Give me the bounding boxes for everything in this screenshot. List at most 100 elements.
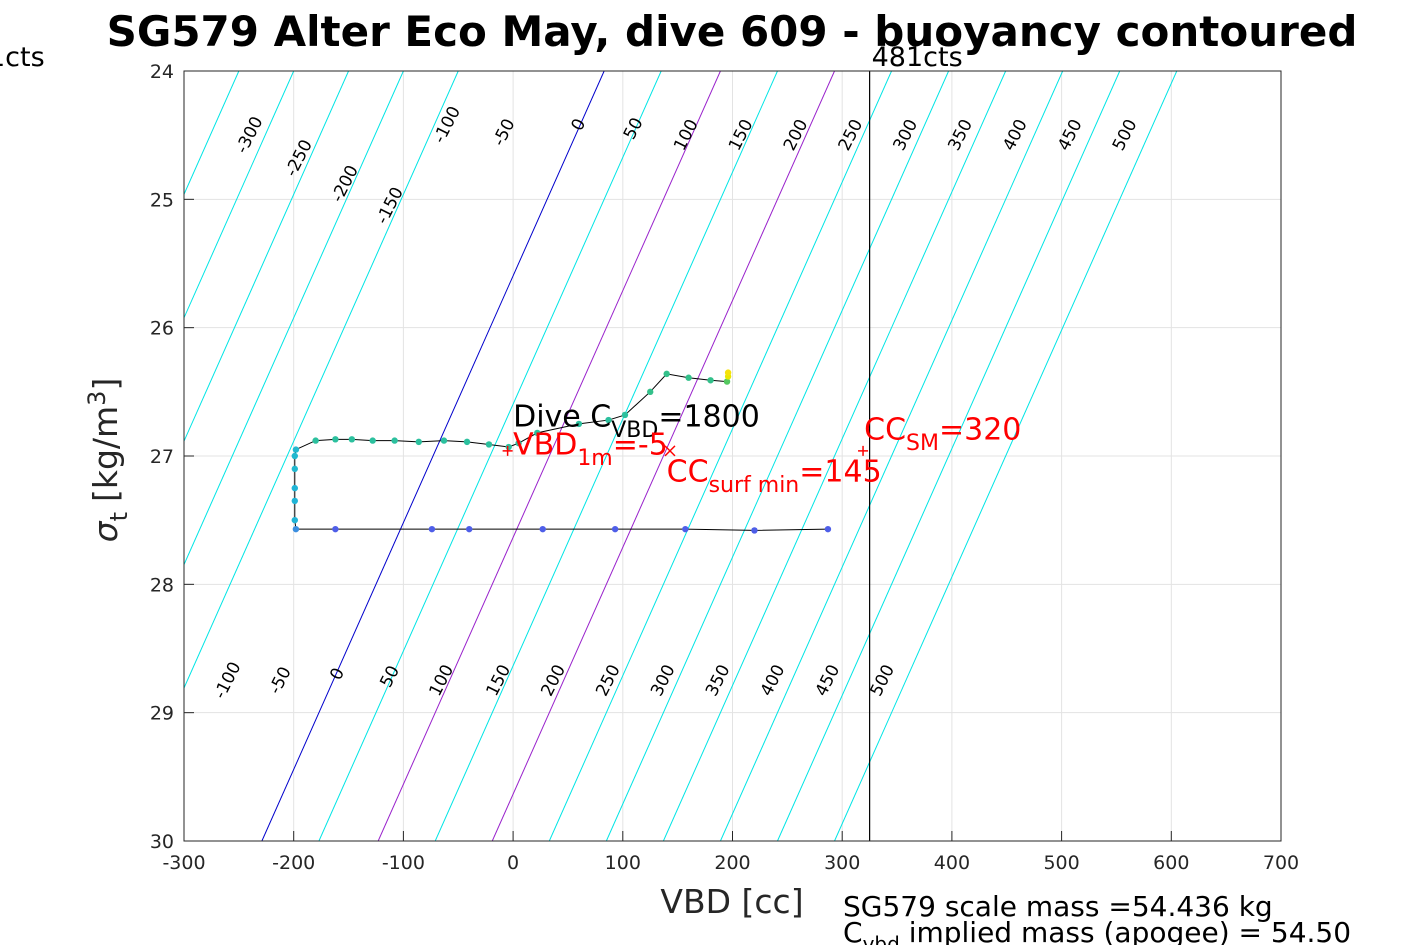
- dive-point: [723, 378, 731, 385]
- implied-mass-text: Cvbd implied mass (apogee) = 54.50: [843, 916, 1351, 945]
- dive-point: [312, 437, 319, 444]
- contour-line: [184, 71, 404, 566]
- x-tick-label: -200: [272, 852, 315, 874]
- x-tick-label: 500: [1043, 852, 1079, 874]
- reference-line-481cts: 481cts: [869, 42, 963, 841]
- annotation-cc-sm: CCSM=320: [864, 412, 1021, 456]
- y-tick-label: 30: [150, 831, 174, 853]
- dive-point: [391, 437, 398, 444]
- implied-mass-part: vbd: [863, 932, 900, 945]
- annotation-cc-sm-part: SM: [906, 431, 939, 456]
- x-tick-label: 400: [934, 852, 970, 874]
- dive-point: [415, 438, 422, 446]
- dive-point: [611, 525, 619, 533]
- y-tick-label: 29: [150, 703, 174, 725]
- axis-ticks: -300 -200 -100 0 100 200 300 400 500 600 700 24 25 26…: [150, 61, 1299, 874]
- annotation-vbd-1m-part: VBD: [513, 428, 577, 463]
- dive-point: [291, 497, 298, 505]
- dive-point: [682, 525, 689, 533]
- x-tick-label: -300: [162, 852, 205, 874]
- dive-point: [332, 436, 339, 443]
- contour-line: [184, 71, 459, 690]
- contour-line: [377, 71, 721, 841]
- dive-point: [466, 525, 473, 533]
- marker-x: [664, 445, 676, 457]
- contour-line: [605, 71, 950, 841]
- dive-point: [605, 416, 612, 424]
- y-tick-label: 25: [150, 189, 174, 211]
- dive-point: [824, 525, 832, 533]
- annotation-cc-surf-part: =145: [799, 455, 881, 490]
- dive-point: [332, 525, 339, 533]
- scale-mass-text: SG579 scale mass =54.436 kg: [843, 890, 1273, 923]
- y-tick-label: 24: [150, 61, 174, 83]
- y-axis-symbol: σ: [86, 520, 125, 542]
- dive-point: [291, 484, 298, 492]
- dive-point: [291, 465, 298, 473]
- contour-line: [662, 71, 1007, 841]
- dive-point: [428, 525, 436, 533]
- dive-point: [348, 436, 356, 443]
- dive-point: [463, 438, 471, 446]
- contour-line: [719, 71, 1064, 841]
- dive-point: [505, 443, 512, 451]
- y-tick-label: 27: [150, 446, 174, 468]
- dive-point: [534, 429, 541, 437]
- dive-point: [291, 452, 298, 460]
- buoyancy-contours: [184, 71, 1178, 841]
- y-axis-superscript: 3: [83, 391, 111, 406]
- dive-point: [440, 437, 448, 444]
- x-tick-label: 100: [605, 852, 641, 874]
- contour-line: [184, 71, 350, 443]
- dive-point: [292, 525, 300, 533]
- contour-line: [548, 71, 893, 841]
- x-tick-label: 200: [714, 852, 750, 874]
- dive-point: [663, 370, 670, 378]
- dive-point: [291, 516, 298, 524]
- annotation-cc-surf-part: CC: [667, 455, 709, 490]
- x-tick-label: 700: [1263, 852, 1299, 874]
- annotation-vbd-1m: VBD1m=-5: [513, 428, 668, 472]
- annotation-cc-surf-part: surf min: [709, 473, 800, 498]
- y-axis-label: σt [kg/m3]: [83, 378, 133, 543]
- annotation-vbd-1m-part: 1m: [577, 446, 612, 471]
- annotation-dive-c-part: VBD: [611, 418, 658, 443]
- dive-point: [515, 439, 522, 447]
- contour-line: [434, 71, 778, 841]
- y-tick-label: 28: [150, 574, 174, 596]
- contour-line: [184, 71, 295, 320]
- x-tick-label: -100: [382, 852, 425, 874]
- dive-point: [539, 525, 546, 533]
- chart-title: SG579 Alter Eco May, dive 609 - buoyancy…: [107, 7, 1358, 56]
- x-axis-label: VBD [cc]: [660, 882, 803, 921]
- dive-point: [751, 527, 758, 534]
- dive-track: [291, 369, 832, 534]
- annotation-dive-c-part: Dive C: [513, 399, 611, 434]
- annotation-vbd-1m-part: =-5: [613, 428, 668, 463]
- annotation-dive-c-part: =1800: [658, 399, 759, 434]
- annotation-cc-sm-part: =320: [939, 412, 1021, 447]
- y-axis-unit: [kg/m: [86, 406, 125, 502]
- marker-plus: [502, 445, 513, 456]
- y-tick-label: 26: [150, 318, 174, 340]
- dive-point: [485, 441, 493, 448]
- dive-point: [292, 446, 300, 453]
- contour-line: [834, 71, 1178, 841]
- contour-line: [491, 71, 835, 841]
- dive-point: [647, 388, 654, 396]
- y-axis-subscript: t: [105, 512, 133, 521]
- x-tick-label: 300: [824, 852, 860, 874]
- x-tick-label: 0: [507, 852, 519, 874]
- dive-point: [575, 420, 583, 428]
- annotation-cc-surf: CCsurf min=145: [667, 455, 882, 499]
- implied-mass-part: C: [843, 916, 863, 945]
- x-tick-label: 600: [1153, 852, 1189, 874]
- y-axis-close: ]: [86, 378, 125, 391]
- left-edge-label: 1cts: [0, 42, 45, 73]
- marker-plus: [858, 445, 869, 456]
- dive-point: [685, 374, 692, 381]
- contour-line: [261, 71, 605, 841]
- contour-line: [318, 71, 662, 841]
